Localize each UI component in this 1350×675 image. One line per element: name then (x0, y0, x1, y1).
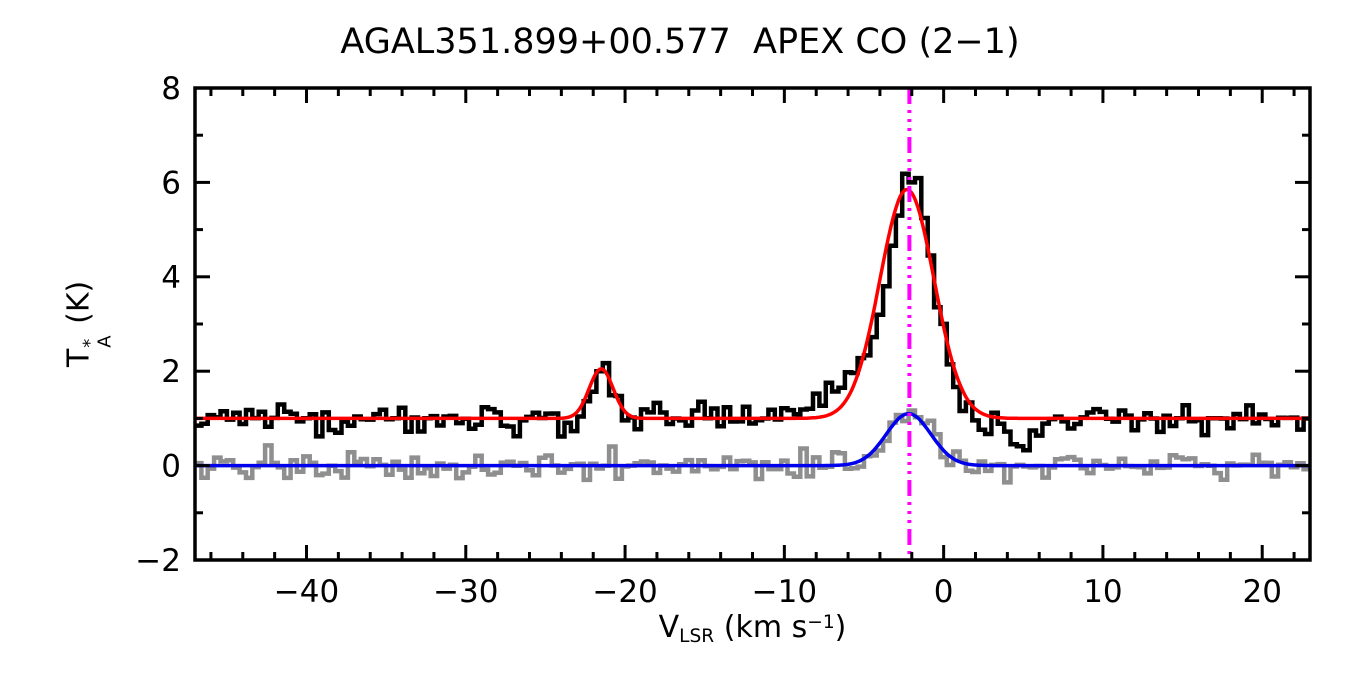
x-tick-label: 10 (1083, 574, 1122, 610)
x-tick-label: 20 (1242, 574, 1281, 610)
y-tick-label: 8 (161, 71, 181, 107)
y-tick-label: 2 (161, 354, 181, 390)
axes-box (193, 86, 1312, 562)
y-axis-label-base: T (61, 348, 97, 368)
x-tick-label: −40 (274, 574, 339, 610)
y-tick-label: 0 (161, 449, 181, 485)
gaussian-fit-secondary (195, 411, 1310, 468)
plot-title: AGAL351.899+00.577 APEX CO (2−1) (340, 22, 1020, 62)
x-tick-label: −20 (592, 574, 657, 610)
x-axis-label-part: (km s (714, 610, 808, 645)
y-axis-label: T * A (K) (61, 280, 116, 368)
x-axis-label-part: ) (834, 610, 847, 645)
y-axis-label-scripts: * A (79, 335, 116, 348)
x-tick-label: −30 (433, 574, 498, 610)
y-axis-label-wrap: T * A (K) (52, 88, 122, 560)
y-tick-label: −2 (135, 543, 181, 579)
gaussian-fit-main (195, 187, 1310, 421)
y-tick-label: 6 (161, 165, 181, 201)
observed-spectrum (195, 171, 1310, 453)
y-tick-label: 4 (161, 260, 181, 296)
x-axis-label-part: −1 (807, 611, 835, 633)
x-axis-label: VLSR (km s−1) (195, 610, 1310, 648)
series-layer (195, 171, 1310, 485)
y-axis-label-unit: (K) (61, 280, 97, 334)
axis-ticks (195, 86, 1310, 562)
x-axis-label-part: LSR (679, 626, 715, 648)
x-axis-label-part: V (658, 610, 680, 645)
x-tick-label: −10 (752, 574, 817, 610)
x-tick-label: 0 (934, 574, 954, 610)
